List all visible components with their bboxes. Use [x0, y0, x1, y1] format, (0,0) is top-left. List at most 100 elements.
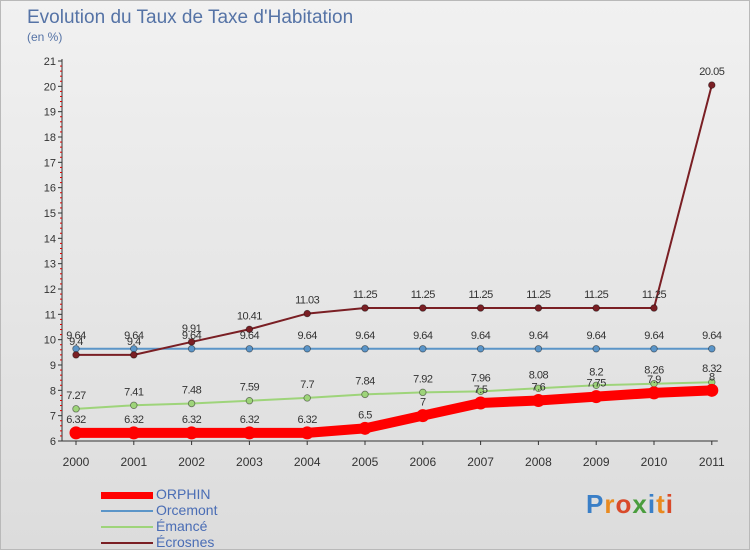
data-point: [185, 426, 199, 440]
legend-swatch-ecrosnes: [101, 542, 153, 544]
data-point: [531, 393, 545, 407]
data-label: 11.25: [642, 289, 667, 301]
legend-label-orcemont: Orcemont: [156, 502, 218, 518]
data-point: [361, 345, 369, 353]
logo-letter: i: [647, 489, 657, 519]
data-point: [708, 345, 716, 353]
logo-letter: t: [656, 489, 666, 519]
data-label: 7.59: [240, 382, 260, 394]
data-label: 6.32: [124, 414, 144, 426]
data-point: [419, 345, 427, 353]
data-label: 6.32: [297, 414, 317, 426]
data-label: 9.64: [413, 330, 433, 342]
data-label: 7.92: [413, 373, 433, 385]
series-line-0: [71, 385, 717, 438]
y-tick-label: 6: [50, 436, 56, 448]
data-label: 7: [420, 397, 426, 409]
data-point: [303, 394, 311, 402]
y-tick-label: 10: [44, 335, 56, 347]
y-tick-label: 15: [44, 208, 56, 220]
data-point: [476, 304, 485, 312]
data-label: 9.64: [66, 330, 86, 342]
data-point: [361, 304, 369, 312]
x-tick-label: 2006: [409, 455, 436, 469]
data-point: [303, 309, 311, 318]
data-label: 10.41: [237, 310, 262, 322]
data-point: [589, 390, 603, 404]
data-point: [245, 397, 254, 405]
y-tick-label: 12: [44, 284, 56, 296]
data-label: 9.91: [182, 323, 202, 335]
data-label: 7.41: [124, 386, 144, 398]
data-point: [705, 383, 719, 397]
x-tick-label: 2007: [467, 455, 494, 469]
data-label: 11.25: [353, 289, 378, 301]
y-tick-label: 18: [44, 132, 56, 144]
logo-letter: r: [604, 489, 616, 519]
data-point: [72, 351, 80, 359]
data-point: [534, 384, 543, 393]
data-label: 8: [709, 371, 715, 383]
x-tick-label: 2008: [525, 455, 552, 469]
axes: 6 7 8 9 10 11 12 13 14 15 16 17 18 19 20 21 2000 2001 2002…: [44, 56, 725, 469]
x-tick-label: 2002: [178, 455, 205, 469]
data-label: 7.48: [182, 385, 202, 397]
data-point: [127, 426, 141, 440]
y-tick-label: 16: [44, 183, 56, 195]
data-point: [534, 304, 543, 312]
data-label: 9.64: [471, 330, 491, 342]
logo-letter: i: [665, 489, 674, 519]
y-tick-label: 13: [44, 259, 56, 271]
y-tick-label: 17: [44, 157, 56, 169]
data-point: [187, 338, 196, 346]
data-point: [242, 426, 256, 440]
proxiti-logo: Proxiti: [586, 489, 674, 520]
data-point: [647, 386, 661, 400]
data-point: [69, 426, 83, 440]
y-tick-label: 20: [44, 81, 56, 93]
data-label: 7.6: [532, 381, 546, 393]
data-point: [592, 381, 600, 389]
x-tick-label: 2010: [641, 455, 668, 469]
data-point: [650, 304, 658, 312]
y-tick-label: 14: [44, 233, 56, 245]
data-label: 7.9: [647, 374, 661, 386]
data-label: 9.64: [124, 330, 144, 342]
series-line-2: [75, 381, 713, 410]
data-label: 6.32: [182, 414, 202, 426]
data-label: 9.64: [240, 330, 260, 342]
data-label: 11.03: [295, 295, 320, 307]
data-label: 9.64: [529, 330, 549, 342]
data-point: [187, 399, 196, 408]
data-label: 9.64: [182, 330, 202, 342]
data-point: [592, 345, 600, 353]
data-label: 9.64: [644, 330, 664, 342]
data-label: 9.64: [297, 330, 317, 342]
data-labels-layer: 6.32 6.32 6.32 6.32 6.32 6.5 7 7.5 7.6 7.75 7.9 8 9.…: [66, 66, 725, 426]
data-point: [650, 345, 658, 353]
x-tick-label: 2005: [352, 455, 379, 469]
y-tick-label: 11: [45, 309, 56, 321]
data-label: 6.32: [240, 414, 260, 426]
data-label: 7.7: [300, 379, 314, 391]
data-point: [419, 388, 427, 397]
logo-letter: P: [586, 489, 605, 519]
y-tick-label: 7: [50, 411, 56, 423]
x-tick-label: 2004: [294, 455, 321, 469]
legend-label-emance: Émancé: [156, 518, 208, 534]
data-label: 20.05: [699, 66, 724, 78]
data-point: [187, 345, 196, 353]
data-label: 11.25: [526, 289, 551, 301]
x-tick-label: 2011: [699, 455, 725, 469]
data-label: 8.32: [702, 363, 722, 375]
y-tick-label: 19: [44, 107, 56, 119]
data-point: [416, 409, 430, 423]
data-point: [130, 351, 138, 359]
data-point: [476, 387, 485, 396]
data-label: 7.75: [586, 378, 606, 390]
y-tick-label: 8: [50, 385, 56, 397]
data-point: [476, 345, 485, 353]
chart-title: Evolution du Taux de Taxe d'Habitation: [27, 7, 354, 28]
x-tick-label: 2009: [583, 455, 610, 469]
